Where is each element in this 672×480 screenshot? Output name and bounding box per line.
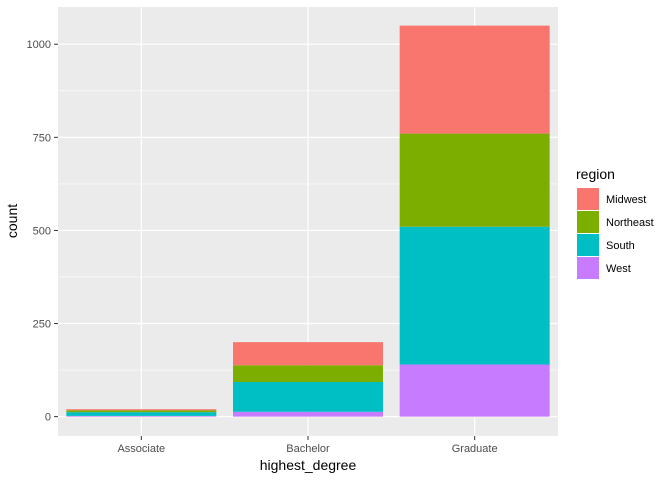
bar-graduate-south xyxy=(399,226,550,365)
bar-graduate-west xyxy=(399,364,550,417)
bar-graduate-midwest xyxy=(399,25,550,134)
legend-key-northeast xyxy=(577,211,599,233)
y-tick-label: 500 xyxy=(33,225,51,237)
y-tick-label: 1000 xyxy=(27,39,51,51)
y-tick-label: 0 xyxy=(45,412,51,424)
bar-bachelor-northeast xyxy=(233,365,383,383)
bar-associate-midwest xyxy=(66,409,217,411)
legend-title: region xyxy=(576,166,615,182)
y-tick-label: 250 xyxy=(33,319,51,331)
bar-bachelor-south xyxy=(233,382,383,412)
x-tick-label: Bachelor xyxy=(286,443,330,455)
legend-label-south: South xyxy=(606,240,635,252)
bar-graduate-northeast xyxy=(399,133,550,227)
bar-bachelor-west xyxy=(233,411,383,417)
x-axis-title: highest_degree xyxy=(260,457,357,473)
y-axis: 0 250 500 750 1000 xyxy=(27,39,58,424)
legend-label-west: West xyxy=(606,263,631,275)
bar-associate-west xyxy=(66,415,217,417)
bar-associate-northeast xyxy=(66,410,217,413)
legend-key-midwest xyxy=(577,188,599,210)
bars xyxy=(66,25,550,417)
legend: region Midwest Northeast South West xyxy=(576,166,654,279)
legend-label-midwest: Midwest xyxy=(606,194,646,206)
bar-bachelor-midwest xyxy=(233,342,383,366)
x-tick-label: Associate xyxy=(117,443,165,455)
legend-key-south xyxy=(577,234,599,256)
y-tick-label: 750 xyxy=(33,132,51,144)
legend-key-west xyxy=(577,257,599,279)
legend-label-northeast: Northeast xyxy=(606,217,654,229)
x-axis: Associate Bachelor Graduate xyxy=(117,436,498,455)
y-axis-title: count xyxy=(4,204,20,238)
bar-associate-south xyxy=(66,412,217,416)
x-tick-label: Graduate xyxy=(452,443,498,455)
